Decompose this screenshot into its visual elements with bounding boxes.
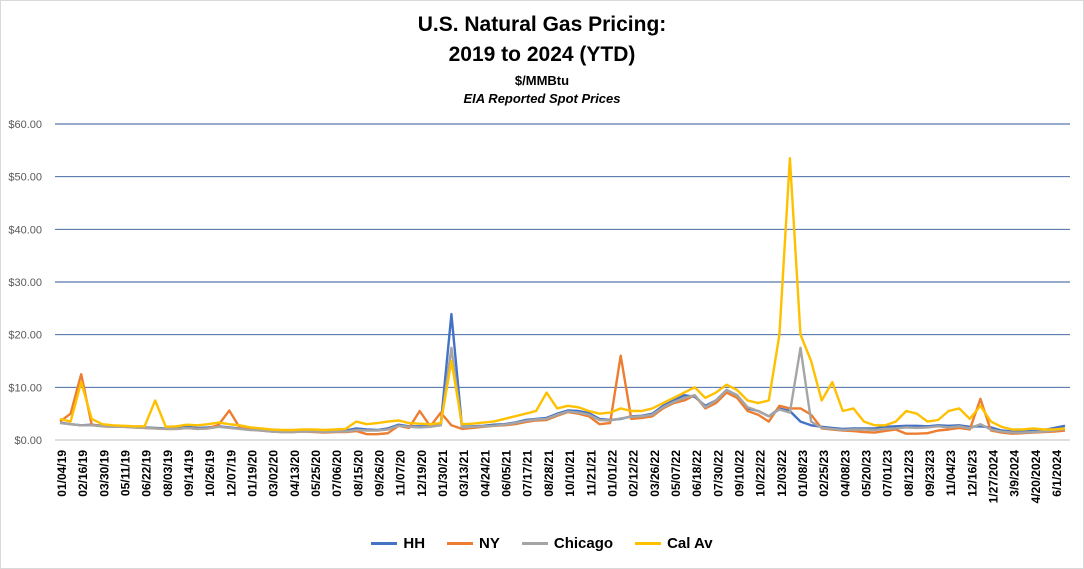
x-tick-label: 02/12/22 bbox=[627, 450, 641, 497]
x-tick-label: 05/20/23 bbox=[859, 450, 873, 497]
legend-item: Chicago bbox=[521, 535, 614, 552]
x-tick-label: 09/26/20 bbox=[373, 450, 387, 497]
x-tick-label: 01/01/22 bbox=[605, 450, 619, 497]
x-tick-label: 07/17/21 bbox=[521, 450, 535, 497]
legend-label: Chicago bbox=[553, 535, 614, 552]
x-tick-label: 06/18/22 bbox=[690, 450, 704, 497]
chart-title: U.S. Natural Gas Pricing: bbox=[417, 13, 667, 36]
y-tick-label: $40.00 bbox=[8, 224, 42, 236]
x-tick-label: 09/23/23 bbox=[923, 450, 937, 497]
x-tick-label: 09/14/19 bbox=[182, 450, 196, 497]
x-tick-label: 6/1/2024 bbox=[1050, 450, 1064, 497]
x-tick-label: 03/02/20 bbox=[267, 450, 281, 497]
x-tick-label: 12/07/19 bbox=[224, 450, 238, 497]
legend-item: HH bbox=[371, 535, 425, 552]
x-tick-label: 07/01/23 bbox=[881, 450, 895, 497]
x-tick-label: 07/06/20 bbox=[330, 450, 344, 497]
y-tick-label: $0.00 bbox=[14, 435, 42, 447]
x-tick-label: 01/19/20 bbox=[246, 450, 260, 497]
x-tick-label: 04/24/21 bbox=[478, 450, 492, 497]
x-tick-label: 03/13/21 bbox=[457, 450, 471, 497]
x-tick-label: 08/12/23 bbox=[902, 450, 916, 497]
legend-swatch bbox=[635, 542, 662, 545]
x-tick-label: 3/9/2024 bbox=[1008, 450, 1022, 497]
x-tick-label: 1/27/2024 bbox=[986, 450, 1000, 504]
series-lines bbox=[59, 156, 1066, 436]
x-tick-label: 07/30/22 bbox=[711, 450, 725, 497]
legend-swatch bbox=[521, 542, 548, 545]
x-axis-ticks: 01/04/19 02/16/19 03/30/19 05/11/19 06/22/19… bbox=[55, 450, 1064, 504]
legend-swatch bbox=[447, 542, 474, 545]
legend-label: Cal Av bbox=[667, 535, 713, 552]
x-tick-label: 02/16/19 bbox=[76, 450, 90, 497]
legend-item: Cal Av bbox=[635, 535, 713, 552]
x-tick-label: 02/25/23 bbox=[817, 450, 831, 497]
y-axis-ticks: $0.00 $10.00 $20.00 $30.00 $40.00 $50.00 $60.0… bbox=[8, 119, 42, 447]
series-line-cal-av bbox=[59, 156, 1066, 432]
y-tick-label: $60.00 bbox=[8, 119, 42, 131]
x-tick-label: 11/04/23 bbox=[944, 450, 958, 496]
y-tick-label: $50.00 bbox=[8, 172, 42, 184]
x-tick-label: 01/04/19 bbox=[55, 450, 69, 497]
x-tick-label: 05/25/20 bbox=[309, 450, 323, 497]
x-tick-label: 01/30/21 bbox=[436, 450, 450, 497]
x-tick-label: 08/03/19 bbox=[161, 450, 175, 497]
x-tick-label: 12/19/20 bbox=[415, 450, 429, 497]
x-tick-label: 01/08/23 bbox=[796, 450, 810, 497]
legend-item: NY bbox=[447, 535, 500, 552]
x-tick-label: 11/07/20 bbox=[394, 450, 408, 496]
x-tick-label: 06/22/19 bbox=[140, 450, 154, 497]
x-tick-label: 11/21/21 bbox=[584, 450, 598, 496]
legend-label: HH bbox=[403, 535, 426, 552]
x-tick-label: 4/20/2024 bbox=[1029, 450, 1043, 504]
x-tick-label: 12/16/23 bbox=[965, 450, 979, 497]
legend: HH NY Chicago Cal Av bbox=[0, 535, 1084, 552]
chart-subtitle-source: EIA Reported Spot Prices bbox=[463, 91, 621, 106]
x-tick-label: 08/15/20 bbox=[351, 450, 365, 497]
x-tick-label: 09/10/22 bbox=[732, 450, 746, 497]
x-tick-label: 03/26/22 bbox=[648, 450, 662, 497]
y-tick-label: $10.00 bbox=[8, 382, 42, 394]
x-tick-label: 05/07/22 bbox=[669, 450, 683, 497]
x-tick-label: 04/13/20 bbox=[288, 450, 302, 497]
chart-title-line2: 2019 to 2024 (YTD) bbox=[448, 43, 636, 66]
x-tick-label: 10/22/22 bbox=[754, 450, 768, 497]
x-tick-label: 03/30/19 bbox=[97, 450, 111, 497]
x-tick-label: 04/08/23 bbox=[838, 450, 852, 497]
legend-label: NY bbox=[479, 535, 500, 552]
x-tick-label: 05/11/19 bbox=[119, 450, 133, 496]
x-tick-label: 10/26/19 bbox=[203, 450, 217, 497]
x-tick-label: 12/03/22 bbox=[775, 450, 789, 497]
series-line-ny bbox=[59, 354, 1066, 436]
gridlines bbox=[55, 123, 1070, 441]
x-tick-label: 10/10/21 bbox=[563, 450, 577, 497]
y-tick-label: $30.00 bbox=[8, 277, 42, 289]
legend-swatch bbox=[371, 542, 398, 545]
y-tick-label: $20.00 bbox=[8, 330, 42, 342]
x-tick-label: 06/05/21 bbox=[500, 450, 514, 497]
chart-subtitle: $/MMBtu bbox=[514, 73, 570, 88]
x-tick-label: 08/28/21 bbox=[542, 450, 556, 497]
series-line-chicago bbox=[59, 346, 1066, 434]
